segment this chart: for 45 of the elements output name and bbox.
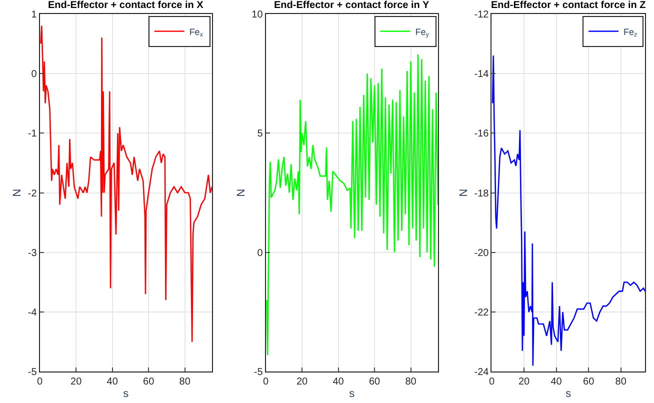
- x-tick-label: 20: [296, 376, 308, 388]
- y-tick-label: 5: [257, 128, 264, 140]
- x-tick-label: 40: [332, 376, 344, 388]
- chart-title: End-Effector + contact force in Z: [491, 0, 646, 11]
- y-tick-label: -5: [254, 367, 264, 378]
- x-tick-label: 80: [405, 376, 417, 388]
- y-tick-label: -16: [474, 128, 490, 140]
- legend-label: Fe$_{z}$: [624, 26, 638, 39]
- y-tick-label: -24: [474, 367, 490, 378]
- line-series: [266, 54, 438, 356]
- y-tick-label: -2: [28, 188, 38, 200]
- y-tick-label: -12: [474, 9, 490, 20]
- legend-label: Fe$_{x}$: [189, 26, 204, 39]
- y-tick-label: -22: [474, 308, 490, 319]
- legend-label: Fe$_{y}$: [415, 26, 430, 39]
- y-axis-title: N: [235, 188, 248, 197]
- y-axis-title: N: [458, 188, 470, 197]
- line-series: [40, 25, 212, 343]
- y-tick-label: -14: [474, 68, 490, 80]
- y-axis-title: N: [12, 188, 24, 197]
- y-tick-label: 0: [31, 68, 38, 80]
- x-tick-label: 60: [368, 376, 381, 388]
- y-tick-label: 10: [252, 9, 264, 20]
- y-tick-label: 0: [257, 248, 264, 259]
- chart-title: End-Effector + contact force in Y: [274, 0, 430, 11]
- y-tick-label: -20: [474, 248, 490, 259]
- y-tick-label: -18: [474, 188, 490, 200]
- y-tick-label: -1: [28, 128, 38, 140]
- x-tick-label: 80: [179, 376, 191, 388]
- line-series: [492, 54, 646, 366]
- x-tick-label: 60: [583, 376, 595, 388]
- x-tick-label: 20: [518, 376, 530, 388]
- x-tick-label: 40: [106, 376, 118, 388]
- x-axis-title: s: [123, 388, 130, 400]
- x-tick-label: 40: [550, 376, 562, 388]
- chart-title: End-Effector + contact force in X: [48, 0, 204, 11]
- y-tick-label: 1: [31, 9, 38, 20]
- x-axis-title: s: [566, 388, 572, 400]
- y-tick-label: -5: [28, 367, 38, 378]
- y-tick-label: -4: [28, 308, 38, 319]
- y-tick-label: -3: [28, 248, 38, 259]
- x-tick-label: 80: [615, 376, 627, 388]
- x-axis-title: s: [349, 388, 356, 400]
- x-tick-label: 20: [70, 376, 82, 388]
- x-tick-label: 60: [143, 376, 155, 388]
